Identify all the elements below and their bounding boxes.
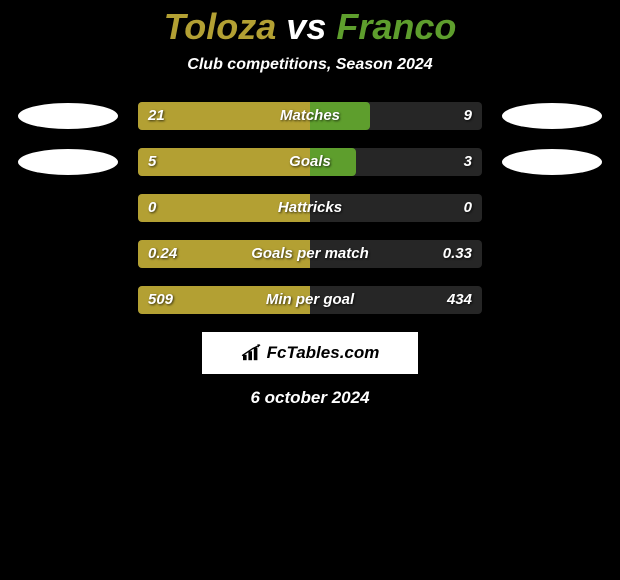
comparison-chart: Matches21 9 Goals5 3 Hattricks0 0 Goals per ma… <box>0 102 620 314</box>
stat-label: Goals per match <box>138 240 482 268</box>
stat-label: Hattricks <box>138 194 482 222</box>
date-text: 6 october 2024 <box>0 388 620 408</box>
stat-row: Matches21 9 <box>0 102 620 130</box>
player2-badge <box>502 103 602 129</box>
stat-bar: Matches21 9 <box>138 102 482 130</box>
stat-value-right: 3 <box>464 148 472 176</box>
stat-value-left: 5 <box>148 148 156 176</box>
stat-value-left: 509 <box>148 286 173 314</box>
stat-bar: Hattricks0 0 <box>138 194 482 222</box>
stat-value-right: 0 <box>464 194 472 222</box>
stat-label: Goals <box>138 148 482 176</box>
stat-value-left: 0.24 <box>148 240 177 268</box>
subtitle: Club competitions, Season 2024 <box>0 56 620 74</box>
stat-value-left: 21 <box>148 102 165 130</box>
stat-value-right: 434 <box>447 286 472 314</box>
stat-row: Min per goal509 434 <box>0 286 620 314</box>
vs-text: vs <box>286 6 326 47</box>
player1-badge <box>18 103 118 129</box>
page-title: Toloza vs Franco <box>0 0 620 48</box>
stat-value-right: 0.33 <box>443 240 472 268</box>
stat-label: Matches <box>138 102 482 130</box>
stat-value-left: 0 <box>148 194 156 222</box>
stat-bar: Min per goal509 434 <box>138 286 482 314</box>
player2-name: Franco <box>336 6 456 47</box>
player2-badge <box>502 149 602 175</box>
stat-value-right: 9 <box>464 102 472 130</box>
stat-row: Goals5 3 <box>0 148 620 176</box>
stat-row: Hattricks0 0 <box>0 194 620 222</box>
logo-box: FcTables.com <box>202 332 418 374</box>
player1-badge <box>18 149 118 175</box>
stat-row: Goals per match0.24 0.33 <box>0 240 620 268</box>
stat-bar: Goals5 3 <box>138 148 482 176</box>
stat-bar: Goals per match0.24 0.33 <box>138 240 482 268</box>
logo-text: FcTables.com <box>267 343 380 363</box>
player1-name: Toloza <box>164 6 277 47</box>
stat-label: Min per goal <box>138 286 482 314</box>
chart-icon <box>241 344 263 362</box>
